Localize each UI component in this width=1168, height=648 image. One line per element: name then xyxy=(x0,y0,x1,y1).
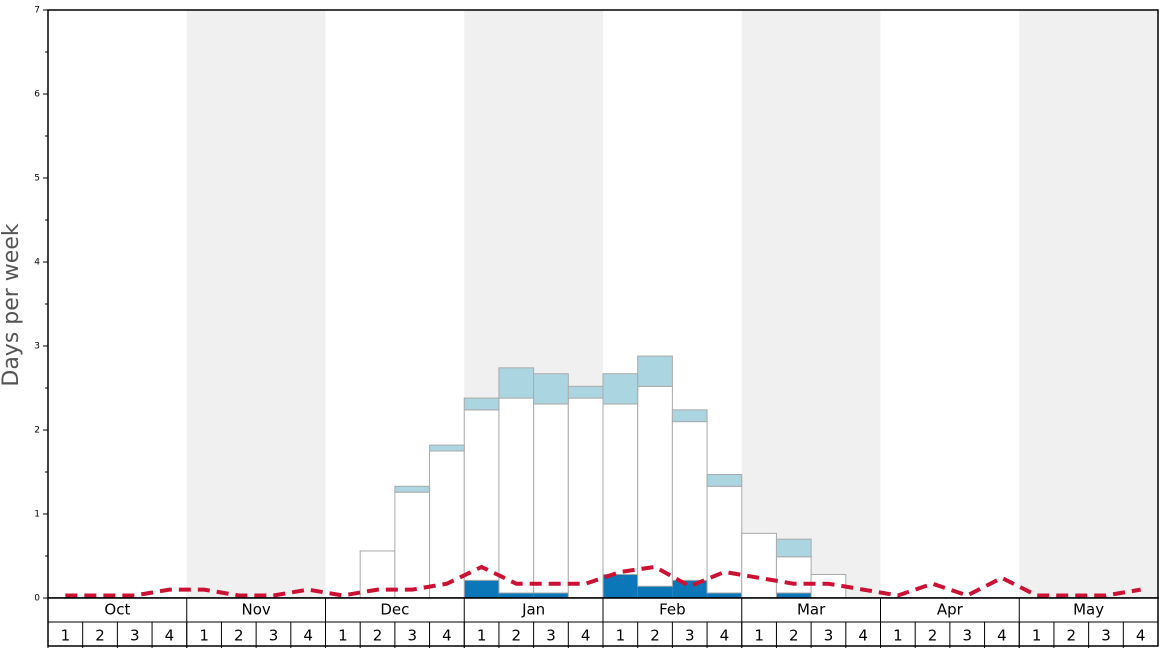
y-tick-label: 0 xyxy=(34,594,40,604)
x-tick-label: 4 xyxy=(720,627,730,645)
bar xyxy=(394,491,431,599)
x-tick-label: 3 xyxy=(685,627,695,645)
x-tick-label: 1 xyxy=(754,627,764,645)
line xyxy=(65,564,1141,598)
x-tick-label: 4 xyxy=(165,627,175,645)
bar xyxy=(707,592,742,598)
bar xyxy=(602,373,639,405)
month-label: Jan xyxy=(521,601,545,619)
bar xyxy=(498,592,534,598)
bar xyxy=(637,586,673,598)
x-tick-label: 1 xyxy=(338,627,348,645)
x-tick-label: 1 xyxy=(477,627,487,645)
bar xyxy=(741,532,777,599)
month-label: Apr xyxy=(937,601,964,619)
bar xyxy=(602,403,639,575)
bar xyxy=(429,450,465,599)
month-shade xyxy=(186,10,326,598)
y-tick-label: 6 xyxy=(34,90,40,100)
x-tick-label: 4 xyxy=(442,627,452,645)
x-tick-label: 3 xyxy=(962,627,972,645)
y-tick-label: 1 xyxy=(34,510,40,520)
bar xyxy=(775,538,812,558)
x-tick-label: 3 xyxy=(269,627,279,645)
bar xyxy=(637,385,673,587)
bar xyxy=(567,385,604,399)
bar xyxy=(533,403,569,594)
x-tick-label: 3 xyxy=(546,627,556,645)
x-tick-label: 2 xyxy=(928,627,938,645)
x-tick-label: 2 xyxy=(95,627,105,645)
bar xyxy=(775,556,812,594)
bar xyxy=(671,421,708,581)
month-label: Mar xyxy=(797,601,826,619)
bar xyxy=(603,574,638,598)
bar xyxy=(429,444,465,452)
x-tick-label: 2 xyxy=(1067,627,1077,645)
month-label: Oct xyxy=(104,601,130,619)
x-tick-label: 1 xyxy=(616,627,626,645)
bar xyxy=(776,592,812,598)
x-tick-label: 2 xyxy=(234,627,244,645)
x-tick-label: 4 xyxy=(1136,627,1146,645)
bar xyxy=(567,397,604,599)
x-tick-label: 2 xyxy=(512,627,522,645)
y-tick-label: 3 xyxy=(34,342,40,352)
bar xyxy=(637,355,673,387)
x-tick-label: 3 xyxy=(1101,627,1111,645)
x-tick-label: 2 xyxy=(373,627,383,645)
x-tick-label: 3 xyxy=(407,627,417,645)
bar xyxy=(498,367,535,399)
y-tick-label: 7 xyxy=(34,6,40,16)
x-tick-label: 1 xyxy=(61,627,71,645)
month-shade xyxy=(741,10,881,598)
bar xyxy=(533,373,569,405)
x-tick-label: 1 xyxy=(199,627,209,645)
x-tick-label: 1 xyxy=(1032,627,1042,645)
bar xyxy=(463,397,500,411)
bar xyxy=(533,592,569,598)
bar xyxy=(498,397,535,594)
y-tick-label: 2 xyxy=(34,426,40,436)
x-tick-label: 3 xyxy=(824,627,834,645)
x-tick-label: 4 xyxy=(581,627,591,645)
month-shade xyxy=(1019,10,1158,598)
month-label: Nov xyxy=(241,601,270,619)
x-tick-label: 2 xyxy=(789,627,799,645)
y-tick-label: 4 xyxy=(34,258,40,268)
bar xyxy=(464,580,499,598)
x-tick-label: 2 xyxy=(650,627,660,645)
bar xyxy=(706,474,743,487)
bar xyxy=(671,409,708,423)
bar xyxy=(810,573,847,599)
month-label: Feb xyxy=(659,601,686,619)
x-tick-label: 4 xyxy=(997,627,1007,645)
x-tick-label: 4 xyxy=(303,627,313,645)
bar xyxy=(463,409,500,581)
x-tick-label: 1 xyxy=(893,627,903,645)
x-tick-label: 3 xyxy=(130,627,140,645)
month-label: Dec xyxy=(380,601,409,619)
month-label: May xyxy=(1073,601,1104,619)
x-tick-label: 4 xyxy=(858,627,868,645)
y-tick-label: 5 xyxy=(34,174,40,184)
y-axis-label: Days per week xyxy=(0,223,24,386)
bar xyxy=(394,485,431,493)
